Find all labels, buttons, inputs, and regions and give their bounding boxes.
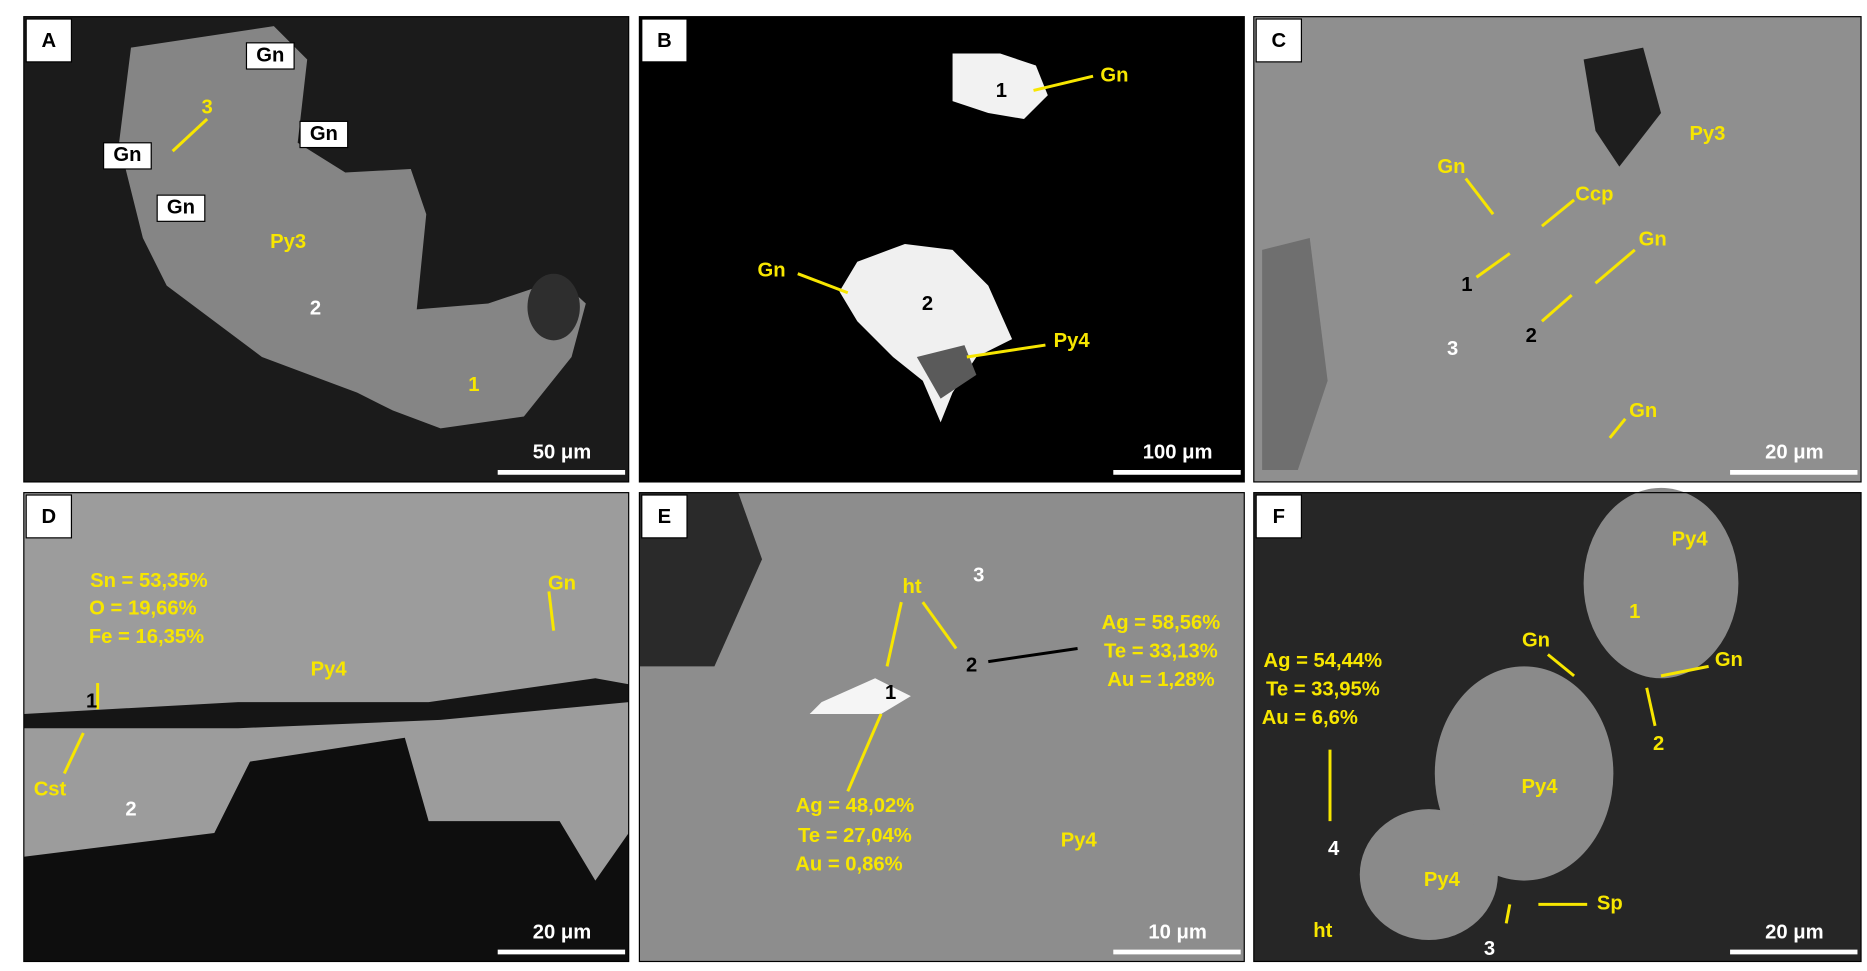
figure: A Gn Gn Gn Gn 3 Py3 2 1 50 μm B 1 Gn Gn 2 Py4 100 μm C Py3… xyxy=(0,0,1867,971)
label: Ag = 48,02% xyxy=(796,795,915,817)
label: Ccp xyxy=(1575,183,1613,205)
label: Gn xyxy=(310,123,338,145)
panel-image xyxy=(1254,17,1861,482)
label: Cst xyxy=(34,778,67,800)
label: Py4 xyxy=(1424,869,1461,891)
label: Sn = 53,35% xyxy=(90,570,208,592)
label: Gn xyxy=(548,573,576,595)
panel-letter: D xyxy=(42,506,57,528)
label: Gn xyxy=(1639,229,1667,251)
label: 2 xyxy=(966,655,977,677)
label: 3 xyxy=(1447,338,1458,360)
panel-letter: C xyxy=(1271,30,1286,52)
panel-letter: A xyxy=(42,30,57,52)
scale-bar-label: 20 μm xyxy=(533,921,591,943)
scale-bar-label: 20 μm xyxy=(1765,442,1823,464)
label: Au = 1,28% xyxy=(1107,669,1214,691)
label: Py4 xyxy=(311,658,348,680)
label: 2 xyxy=(1653,733,1664,755)
scale-bar-label: 20 μm xyxy=(1765,921,1823,943)
label: Gn xyxy=(1629,400,1657,422)
label: Ag = 54,44% xyxy=(1264,650,1383,672)
label: Fe = 16,35% xyxy=(89,626,204,648)
label: Py4 xyxy=(1522,776,1559,798)
label: Py3 xyxy=(1689,123,1725,145)
scale-bar-label: 50 μm xyxy=(533,442,591,464)
label: Py4 xyxy=(1061,830,1098,852)
label: ht xyxy=(1313,920,1332,942)
scale-bar-label: 100 μm xyxy=(1143,442,1213,464)
label: O = 19,66% xyxy=(89,598,196,620)
panel-letter: F xyxy=(1273,506,1285,528)
label: Gn xyxy=(758,260,786,282)
label: Py3 xyxy=(270,231,306,253)
label: Py4 xyxy=(1054,330,1091,352)
page: A Gn Gn Gn Gn 3 Py3 2 1 50 μm B 1 Gn Gn 2 Py4 100 μm C Py3… xyxy=(0,0,1867,971)
label: Py4 xyxy=(1672,529,1709,551)
label: Gn xyxy=(1100,65,1128,87)
label: 1 xyxy=(1461,274,1472,296)
label: 1 xyxy=(996,80,1007,102)
label: Au = 6,6% xyxy=(1262,707,1358,729)
label: Te = 33,13% xyxy=(1104,640,1218,662)
label: 1 xyxy=(1629,601,1640,623)
label: 1 xyxy=(885,682,896,704)
label: 2 xyxy=(310,298,321,320)
label: Ag = 58,56% xyxy=(1102,612,1221,634)
label: 3 xyxy=(202,97,213,119)
panel-letter: B xyxy=(657,30,672,52)
label: 2 xyxy=(125,799,136,821)
label: Gn xyxy=(1437,156,1465,178)
label: Te = 33,95% xyxy=(1266,679,1380,701)
label: 1 xyxy=(468,374,479,396)
label: ht xyxy=(903,576,922,598)
label: 4 xyxy=(1328,838,1340,860)
label: Au = 0,86% xyxy=(795,853,902,875)
label: Te = 27,04% xyxy=(798,825,912,847)
label: Gn xyxy=(1715,649,1743,671)
label: 2 xyxy=(1526,325,1537,347)
label: 3 xyxy=(973,564,984,586)
label: Gn xyxy=(113,144,141,166)
label: Sp xyxy=(1597,893,1623,915)
label: 3 xyxy=(1484,938,1495,960)
scale-bar-label: 10 μm xyxy=(1148,921,1206,943)
label: Gn xyxy=(1522,630,1550,652)
label: Gn xyxy=(256,44,284,66)
panel-letter: E xyxy=(658,506,672,528)
label: 2 xyxy=(922,293,933,315)
label: 1 xyxy=(86,690,97,712)
inclusion xyxy=(527,274,579,341)
label: Gn xyxy=(167,197,195,219)
